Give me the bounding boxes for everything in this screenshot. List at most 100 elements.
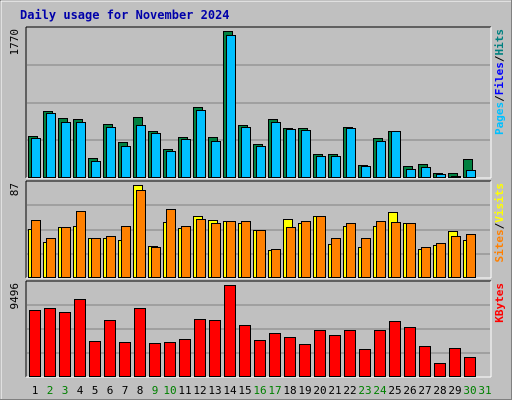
day-label-7: 7 [122,384,129,397]
bar-kbytes-kbytes-day-14 [224,285,236,377]
day-label-16: 16 [253,384,266,397]
bar-kbytes-kbytes-day-3 [59,312,71,377]
bar-kbytes-kbytes-day-30 [464,357,476,377]
day-label-21: 21 [328,384,341,397]
bar-hits-files-day-3 [61,122,71,178]
legend-item-pages: Pages [493,102,506,135]
day-label-1: 1 [32,384,39,397]
day-label-13: 13 [208,384,221,397]
bar-hits-files-day-9 [151,133,161,178]
bar-kbytes-kbytes-day-29 [449,348,461,377]
bar-visits-visits-day-26 [406,223,416,278]
day-label-23: 23 [358,384,371,397]
bar-kbytes-kbytes-day-1 [29,310,41,377]
legend-separator: / [493,55,506,62]
legend-item-sites: Sites [493,229,506,262]
bar-visits-visits-day-17 [271,249,281,278]
bar-kbytes-kbytes-day-28 [434,363,446,377]
bar-hits-files-day-19 [301,130,311,178]
bar-kbytes-kbytes-day-25 [389,321,401,377]
bar-visits-visits-day-4 [76,211,86,278]
bar-visits-visits-day-5 [91,238,101,278]
bar-hits-files-day-16 [256,146,266,178]
day-label-12: 12 [193,384,206,397]
bar-kbytes-kbytes-day-18 [284,337,296,377]
bar-kbytes-kbytes-day-10 [164,342,176,377]
bar-visits-visits-day-25 [391,222,401,278]
bar-visits-visits-day-28 [436,243,446,278]
bar-hits-files-day-7 [121,146,131,178]
bar-kbytes-kbytes-day-11 [179,339,191,377]
bar-kbytes-kbytes-day-2 [44,308,56,377]
y-max-label-visits: 87 [8,183,21,196]
bar-kbytes-kbytes-day-7 [119,342,131,377]
bar-kbytes-kbytes-day-24 [374,330,386,377]
day-label-20: 20 [313,384,326,397]
bar-hits-files-day-23 [361,166,371,178]
bar-hits-files-day-24 [376,141,386,178]
bar-visits-visits-day-3 [61,227,71,278]
bar-kbytes-kbytes-day-26 [404,327,416,377]
bar-kbytes-kbytes-day-16 [254,340,266,377]
day-label-28: 28 [433,384,446,397]
bar-hits-files-day-13 [211,141,221,178]
day-label-6: 6 [107,384,114,397]
bar-visits-visits-day-19 [301,221,311,278]
day-label-25: 25 [388,384,401,397]
day-label-9: 9 [152,384,159,397]
day-label-22: 22 [343,384,356,397]
bar-visits-visits-day-21 [331,238,341,278]
legend-item-kbytes: KBytes [493,283,506,323]
day-label-10: 10 [163,384,176,397]
bar-kbytes-kbytes-day-27 [419,346,431,377]
bar-hits-files-day-6 [106,127,116,178]
panel-visits: 87 Sites/Visits [8,180,506,279]
bar-kbytes-kbytes-day-20 [314,330,326,377]
bar-hits-files-day-4 [76,122,86,178]
bar-visits-visits-day-29 [451,236,461,278]
bar-hits-files-day-25 [391,131,401,178]
bar-hits-files-day-17 [271,122,281,178]
x-axis-day-labels: 1 2 3 4 5 6 7 8 9 10 11 12 13 14 15 16 17 18 19 20 21 22 23 24 2… [32,384,492,397]
bar-kbytes-kbytes-day-21 [329,335,341,377]
bar-hits-files-day-10 [166,151,176,178]
bar-kbytes-kbytes-day-17 [269,333,281,377]
y-max-label-hits: 1770 [8,29,21,56]
bar-visits-visits-day-2 [46,238,56,278]
bar-hits-files-day-27 [421,167,431,178]
bar-kbytes-kbytes-day-13 [209,320,221,377]
bar-hits-files-day-8 [136,125,146,178]
bar-visits-visits-day-16 [256,230,266,278]
legend-separator: / [493,95,506,102]
legend-item-files: Files [493,62,506,95]
legend-item-visits: Visits [493,183,506,223]
bar-hits-files-day-20 [316,156,326,178]
bar-kbytes-kbytes-day-12 [194,319,206,377]
bar-hits-files-day-1 [31,138,41,178]
day-label-17: 17 [268,384,281,397]
bar-hits-files-day-15 [241,127,251,178]
bar-hits-files-day-18 [286,129,296,178]
day-label-5: 5 [92,384,99,397]
bar-visits-visits-day-24 [376,221,386,278]
bar-hits-files-day-5 [91,161,101,178]
bar-visits-visits-day-27 [421,247,431,278]
panel-kbytes: 9496 KBytes [8,280,506,378]
bar-kbytes-kbytes-day-15 [239,325,251,377]
bar-visits-visits-day-20 [316,216,326,278]
day-label-30: 30 [463,384,476,397]
day-label-31: 31 [478,384,491,397]
bar-visits-visits-day-1 [31,220,41,278]
bar-visits-visits-day-9 [151,247,161,278]
legend-separator: / [493,222,506,229]
bar-kbytes-kbytes-day-23 [359,349,371,377]
bar-hits-files-day-21 [331,156,341,178]
bar-visits-visits-day-7 [121,226,131,278]
bar-kbytes-kbytes-day-8 [134,308,146,377]
bar-visits-visits-day-12 [196,219,206,278]
bar-kbytes-kbytes-day-5 [89,341,101,377]
bar-visits-visits-day-15 [241,221,251,278]
day-label-19: 19 [298,384,311,397]
